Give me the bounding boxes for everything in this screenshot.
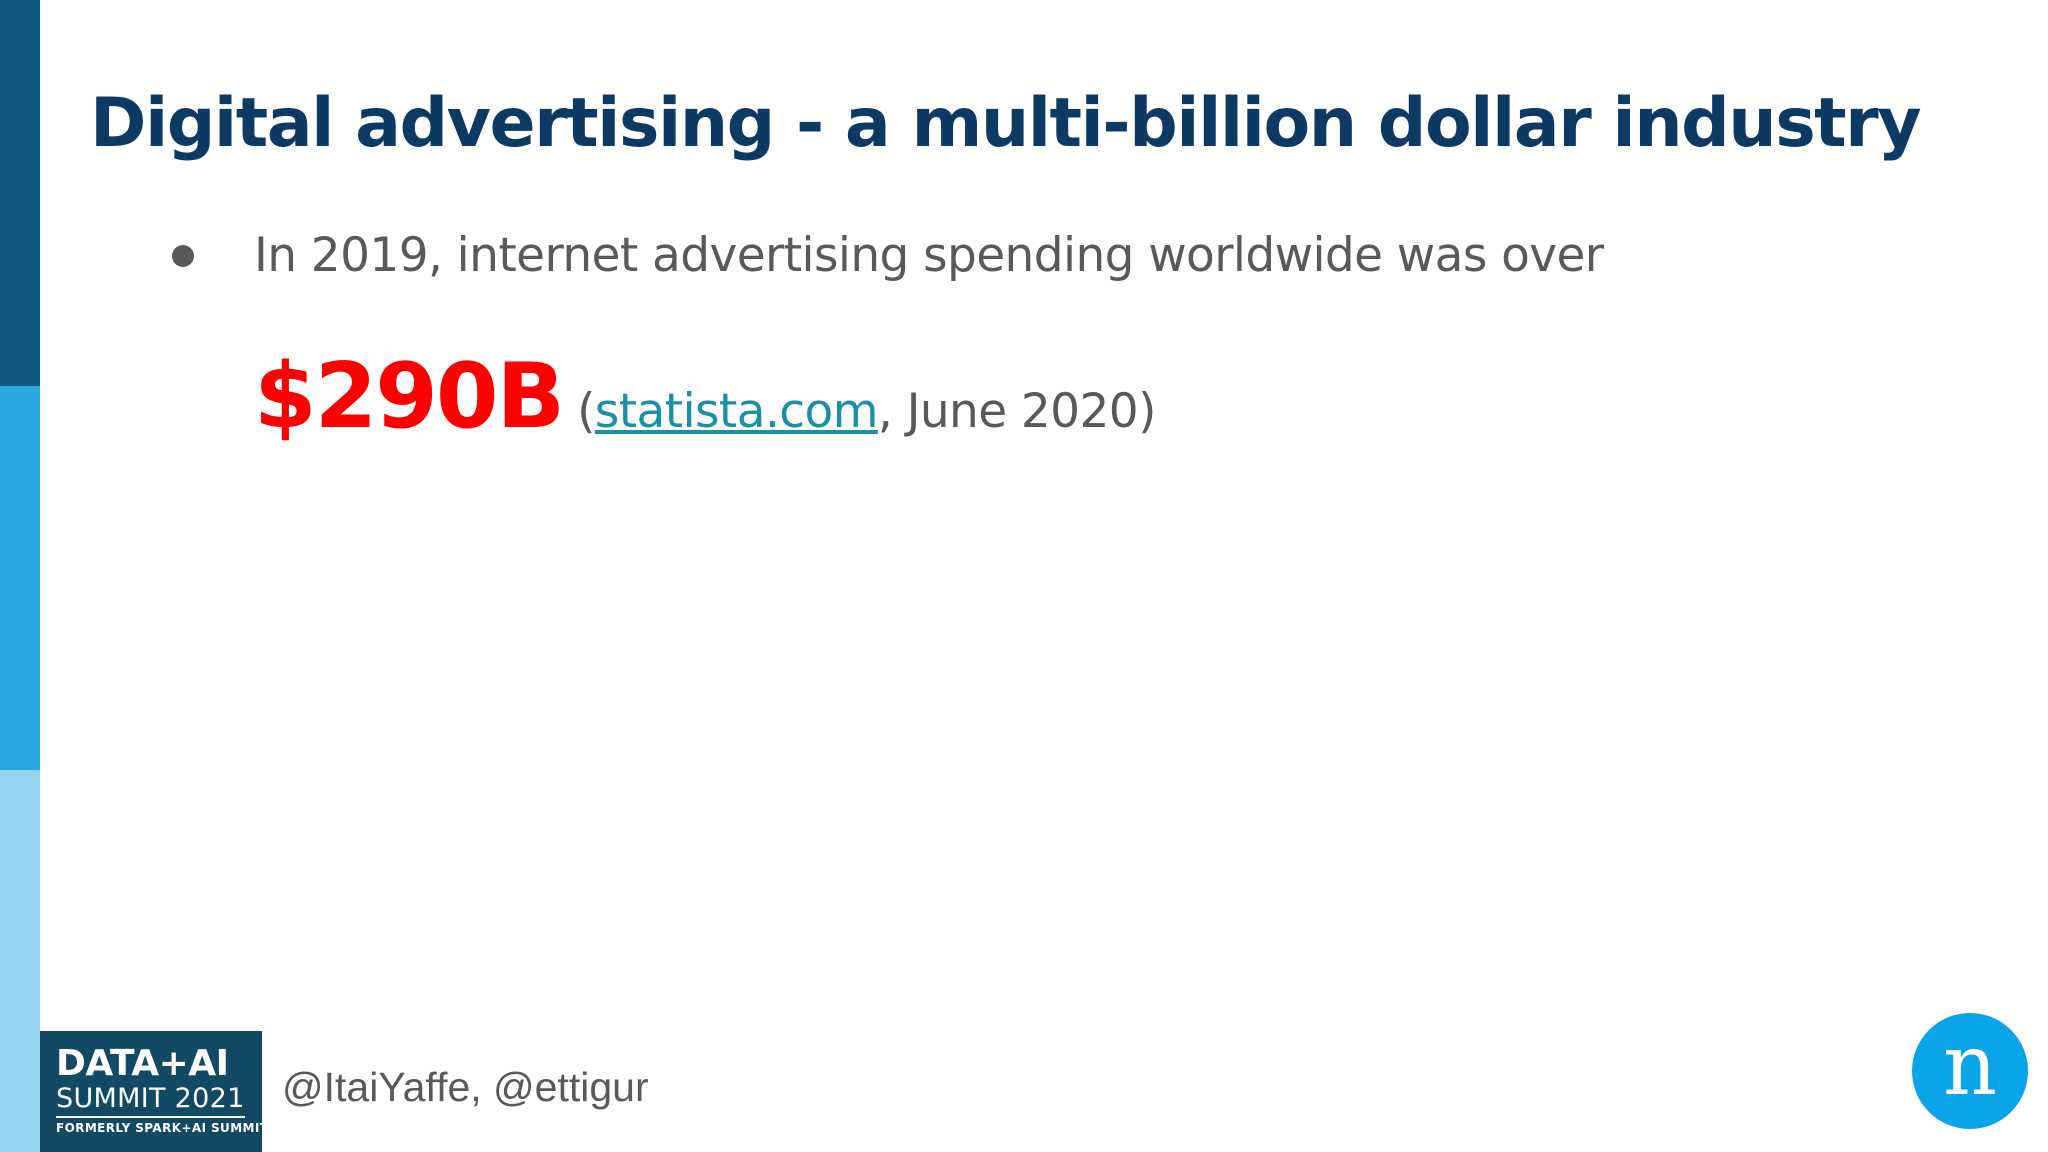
brand-n-icon: n xyxy=(1912,1013,2028,1129)
summit-logo-title: DATA+AI xyxy=(56,1043,229,1084)
bullet-dot-icon xyxy=(172,244,194,267)
sidebar-accent-bar xyxy=(0,0,40,1152)
sidebar-segment-dark xyxy=(0,0,40,386)
source-open-paren: ( xyxy=(577,384,595,439)
bullet-text: In 2019, internet advertising spending w… xyxy=(254,228,1604,283)
slide-title: Digital advertising - a multi-billion do… xyxy=(90,84,1922,163)
brand-letter: n xyxy=(1942,1016,1998,1114)
value-row: $290B (statista.com, June 2020) xyxy=(254,344,1156,449)
bullet-item: In 2019, internet advertising spending w… xyxy=(172,228,1604,283)
sidebar-segment-mid xyxy=(0,386,40,770)
summit-logo-year: SUMMIT 2021 xyxy=(56,1083,245,1118)
summit-logo-subtitle: FORMERLY SPARK+AI SUMMIT xyxy=(56,1121,269,1135)
source-citation: (statista.com, June 2020) xyxy=(577,384,1156,439)
summit-logo: DATA+AI SUMMIT 2021 FORMERLY SPARK+AI SU… xyxy=(40,1031,269,1152)
source-link[interactable]: statista.com xyxy=(594,384,879,439)
speaker-handles: @ItaiYaffe, @ettigur xyxy=(282,1064,649,1110)
sidebar-segment-light xyxy=(0,770,40,1152)
source-date: , June 2020) xyxy=(877,384,1157,439)
highlight-value: $290B xyxy=(254,344,565,449)
